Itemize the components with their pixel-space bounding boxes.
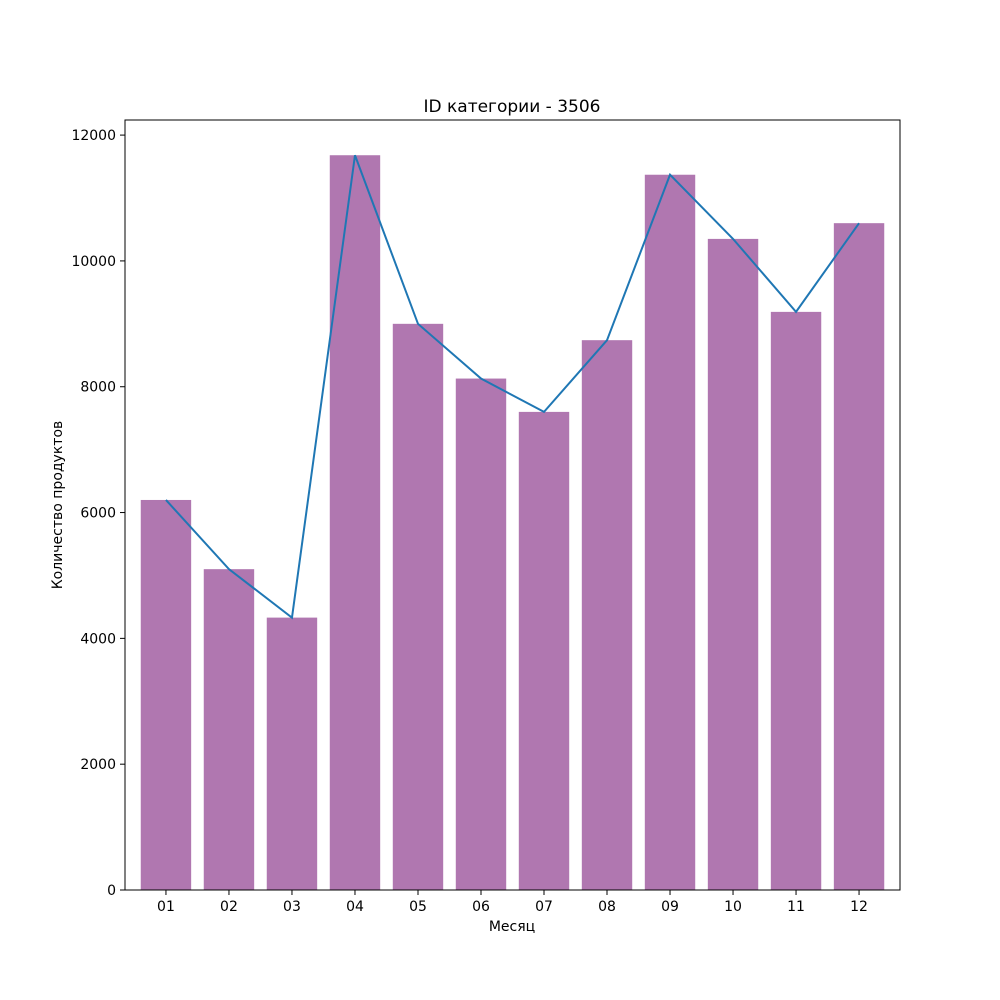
x-tick-label: 03 — [283, 899, 301, 915]
series-line — [165, 154, 860, 620]
chart-title: ID категории - 3506 — [424, 97, 601, 117]
x-axis-label: Месяц — [489, 919, 535, 935]
x-tick-label: 12 — [850, 899, 868, 915]
x-tick-label: 09 — [661, 899, 679, 915]
x-tick-label: 07 — [535, 899, 553, 915]
plot-frame — [124, 119, 901, 891]
y-tick-label: 10000 — [71, 254, 116, 270]
bar-09 — [644, 174, 696, 890]
y-tick-label: 0 — [107, 883, 116, 899]
x-tick-label: 04 — [346, 899, 364, 915]
x-tick-label: 08 — [598, 899, 616, 915]
bar-07 — [518, 411, 570, 890]
y-axis-label: Количество продуктов — [50, 421, 66, 590]
y-tick-label: 8000 — [80, 380, 116, 396]
y-ticks: 0 2000 4000 6000 8000 10000 12000 — [71, 128, 125, 899]
bar-03 — [266, 617, 318, 890]
bar-02 — [203, 569, 255, 890]
bars-group — [140, 155, 885, 891]
x-tick-label: 05 — [409, 899, 427, 915]
x-ticks: 01 02 03 04 05 06 07 08 09 10 11 12 — [157, 890, 868, 915]
bar-04 — [329, 155, 381, 890]
y-tick-label: 2000 — [80, 757, 116, 773]
x-tick-label: 02 — [220, 899, 238, 915]
x-tick-label: 10 — [724, 899, 742, 915]
x-tick-label: 11 — [787, 899, 805, 915]
bar-08 — [581, 340, 633, 890]
bar-01 — [140, 499, 192, 890]
bar-11 — [770, 311, 822, 890]
bar-12 — [833, 223, 885, 891]
y-tick-label: 4000 — [80, 631, 116, 647]
line-group — [165, 154, 860, 620]
y-tick-label: 12000 — [71, 128, 116, 144]
bar-05 — [392, 323, 444, 891]
bar-06 — [455, 378, 507, 890]
x-tick-label: 06 — [472, 899, 490, 915]
y-tick-label: 6000 — [80, 506, 116, 522]
x-tick-label: 01 — [157, 899, 175, 915]
bar-10 — [707, 238, 759, 890]
